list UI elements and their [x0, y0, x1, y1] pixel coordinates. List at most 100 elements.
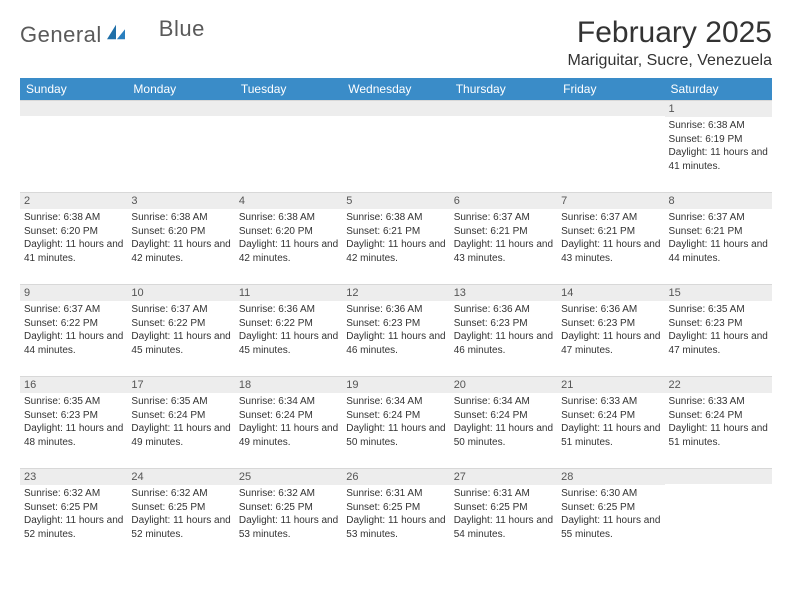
- day-details: Sunrise: 6:35 AMSunset: 6:23 PMDaylight:…: [20, 393, 127, 453]
- calendar-week-row: 1Sunrise: 6:38 AMSunset: 6:19 PMDaylight…: [20, 100, 772, 192]
- day-details: Sunrise: 6:32 AMSunset: 6:25 PMDaylight:…: [235, 485, 342, 545]
- sunrise-text: Sunrise: 6:36 AM: [239, 303, 338, 317]
- sunset-text: Sunset: 6:25 PM: [239, 501, 338, 515]
- calendar-week-row: 16Sunrise: 6:35 AMSunset: 6:23 PMDayligh…: [20, 376, 772, 468]
- sail-icon: [105, 23, 127, 41]
- sunrise-text: Sunrise: 6:34 AM: [346, 395, 445, 409]
- sunrise-text: Sunrise: 6:36 AM: [561, 303, 660, 317]
- sunset-text: Sunset: 6:23 PM: [561, 317, 660, 331]
- daylight-text: Daylight: 11 hours and 41 minutes.: [669, 146, 768, 173]
- title-block: February 2025 Mariguitar, Sucre, Venezue…: [567, 16, 772, 70]
- calendar-day-cell: 8Sunrise: 6:37 AMSunset: 6:21 PMDaylight…: [665, 192, 772, 284]
- sunrise-text: Sunrise: 6:32 AM: [24, 487, 123, 501]
- location-subtitle: Mariguitar, Sucre, Venezuela: [567, 52, 772, 70]
- day-number: 10: [127, 284, 234, 301]
- sunrise-text: Sunrise: 6:38 AM: [131, 211, 230, 225]
- daylight-text: Daylight: 11 hours and 50 minutes.: [346, 422, 445, 449]
- day-number: 18: [235, 376, 342, 393]
- sunset-text: Sunset: 6:23 PM: [454, 317, 553, 331]
- calendar-day-cell: 7Sunrise: 6:37 AMSunset: 6:21 PMDaylight…: [557, 192, 664, 284]
- sunset-text: Sunset: 6:25 PM: [24, 501, 123, 515]
- calendar-day-cell: [665, 468, 772, 560]
- day-number: 20: [450, 376, 557, 393]
- day-number: 6: [450, 192, 557, 209]
- day-header: Tuesday: [235, 78, 342, 100]
- day-number: 28: [557, 468, 664, 485]
- daylight-text: Daylight: 11 hours and 48 minutes.: [24, 422, 123, 449]
- day-number: 2: [20, 192, 127, 209]
- daylight-text: Daylight: 11 hours and 49 minutes.: [131, 422, 230, 449]
- sunrise-text: Sunrise: 6:37 AM: [454, 211, 553, 225]
- day-details: Sunrise: 6:33 AMSunset: 6:24 PMDaylight:…: [557, 393, 664, 453]
- sunset-text: Sunset: 6:22 PM: [239, 317, 338, 331]
- calendar-table: Sunday Monday Tuesday Wednesday Thursday…: [20, 78, 772, 560]
- sunset-text: Sunset: 6:21 PM: [346, 225, 445, 239]
- sunset-text: Sunset: 6:21 PM: [669, 225, 768, 239]
- calendar-day-cell: 22Sunrise: 6:33 AMSunset: 6:24 PMDayligh…: [665, 376, 772, 468]
- calendar-day-cell: 9Sunrise: 6:37 AMSunset: 6:22 PMDaylight…: [20, 284, 127, 376]
- day-header: Sunday: [20, 78, 127, 100]
- sunrise-text: Sunrise: 6:31 AM: [454, 487, 553, 501]
- calendar-day-cell: 27Sunrise: 6:31 AMSunset: 6:25 PMDayligh…: [450, 468, 557, 560]
- daylight-text: Daylight: 11 hours and 45 minutes.: [239, 330, 338, 357]
- calendar-day-cell: 6Sunrise: 6:37 AMSunset: 6:21 PMDaylight…: [450, 192, 557, 284]
- daylight-text: Daylight: 11 hours and 47 minutes.: [669, 330, 768, 357]
- calendar-day-cell: 1Sunrise: 6:38 AMSunset: 6:19 PMDaylight…: [665, 100, 772, 192]
- sunset-text: Sunset: 6:24 PM: [239, 409, 338, 423]
- calendar-header-row: Sunday Monday Tuesday Wednesday Thursday…: [20, 78, 772, 100]
- calendar-day-cell: [20, 100, 127, 192]
- day-details: Sunrise: 6:32 AMSunset: 6:25 PMDaylight:…: [20, 485, 127, 545]
- day-number: 11: [235, 284, 342, 301]
- sunrise-text: Sunrise: 6:38 AM: [239, 211, 338, 225]
- calendar-day-cell: 2Sunrise: 6:38 AMSunset: 6:20 PMDaylight…: [20, 192, 127, 284]
- day-number: 24: [127, 468, 234, 485]
- day-details: Sunrise: 6:32 AMSunset: 6:25 PMDaylight:…: [127, 485, 234, 545]
- daylight-text: Daylight: 11 hours and 46 minutes.: [454, 330, 553, 357]
- day-details: Sunrise: 6:38 AMSunset: 6:20 PMDaylight:…: [127, 209, 234, 269]
- daylight-text: Daylight: 11 hours and 51 minutes.: [561, 422, 660, 449]
- calendar-day-cell: 4Sunrise: 6:38 AMSunset: 6:20 PMDaylight…: [235, 192, 342, 284]
- sunrise-text: Sunrise: 6:31 AM: [346, 487, 445, 501]
- month-title: February 2025: [567, 16, 772, 50]
- sunset-text: Sunset: 6:20 PM: [131, 225, 230, 239]
- calendar-body: 1Sunrise: 6:38 AMSunset: 6:19 PMDaylight…: [20, 100, 772, 560]
- daylight-text: Daylight: 11 hours and 42 minutes.: [131, 238, 230, 265]
- calendar-day-cell: 10Sunrise: 6:37 AMSunset: 6:22 PMDayligh…: [127, 284, 234, 376]
- day-details: Sunrise: 6:37 AMSunset: 6:21 PMDaylight:…: [557, 209, 664, 269]
- calendar-day-cell: 14Sunrise: 6:36 AMSunset: 6:23 PMDayligh…: [557, 284, 664, 376]
- sunrise-text: Sunrise: 6:37 AM: [561, 211, 660, 225]
- day-details: Sunrise: 6:37 AMSunset: 6:21 PMDaylight:…: [450, 209, 557, 269]
- daylight-text: Daylight: 11 hours and 49 minutes.: [239, 422, 338, 449]
- sunrise-text: Sunrise: 6:30 AM: [561, 487, 660, 501]
- daylight-text: Daylight: 11 hours and 43 minutes.: [454, 238, 553, 265]
- sunrise-text: Sunrise: 6:33 AM: [561, 395, 660, 409]
- brand-word-2: Blue: [159, 16, 205, 42]
- calendar-day-cell: [342, 100, 449, 192]
- sunrise-text: Sunrise: 6:37 AM: [24, 303, 123, 317]
- calendar-week-row: 9Sunrise: 6:37 AMSunset: 6:22 PMDaylight…: [20, 284, 772, 376]
- day-number: 1: [665, 100, 772, 117]
- day-number: 3: [127, 192, 234, 209]
- day-details: Sunrise: 6:38 AMSunset: 6:21 PMDaylight:…: [342, 209, 449, 269]
- sunset-text: Sunset: 6:21 PM: [561, 225, 660, 239]
- day-number: 27: [450, 468, 557, 485]
- day-details: Sunrise: 6:34 AMSunset: 6:24 PMDaylight:…: [450, 393, 557, 453]
- day-number: 15: [665, 284, 772, 301]
- day-details: Sunrise: 6:36 AMSunset: 6:23 PMDaylight:…: [450, 301, 557, 361]
- brand-logo: General Blue: [20, 16, 205, 48]
- sunset-text: Sunset: 6:24 PM: [669, 409, 768, 423]
- daylight-text: Daylight: 11 hours and 51 minutes.: [669, 422, 768, 449]
- sunset-text: Sunset: 6:23 PM: [669, 317, 768, 331]
- sunrise-text: Sunrise: 6:36 AM: [346, 303, 445, 317]
- day-header: Monday: [127, 78, 234, 100]
- sunset-text: Sunset: 6:20 PM: [24, 225, 123, 239]
- calendar-day-cell: 23Sunrise: 6:32 AMSunset: 6:25 PMDayligh…: [20, 468, 127, 560]
- day-number: 23: [20, 468, 127, 485]
- sunrise-text: Sunrise: 6:33 AM: [669, 395, 768, 409]
- daylight-text: Daylight: 11 hours and 52 minutes.: [24, 514, 123, 541]
- day-details: Sunrise: 6:31 AMSunset: 6:25 PMDaylight:…: [450, 485, 557, 545]
- sunset-text: Sunset: 6:24 PM: [131, 409, 230, 423]
- day-details: Sunrise: 6:38 AMSunset: 6:20 PMDaylight:…: [235, 209, 342, 269]
- sunrise-text: Sunrise: 6:35 AM: [131, 395, 230, 409]
- day-details: Sunrise: 6:36 AMSunset: 6:23 PMDaylight:…: [557, 301, 664, 361]
